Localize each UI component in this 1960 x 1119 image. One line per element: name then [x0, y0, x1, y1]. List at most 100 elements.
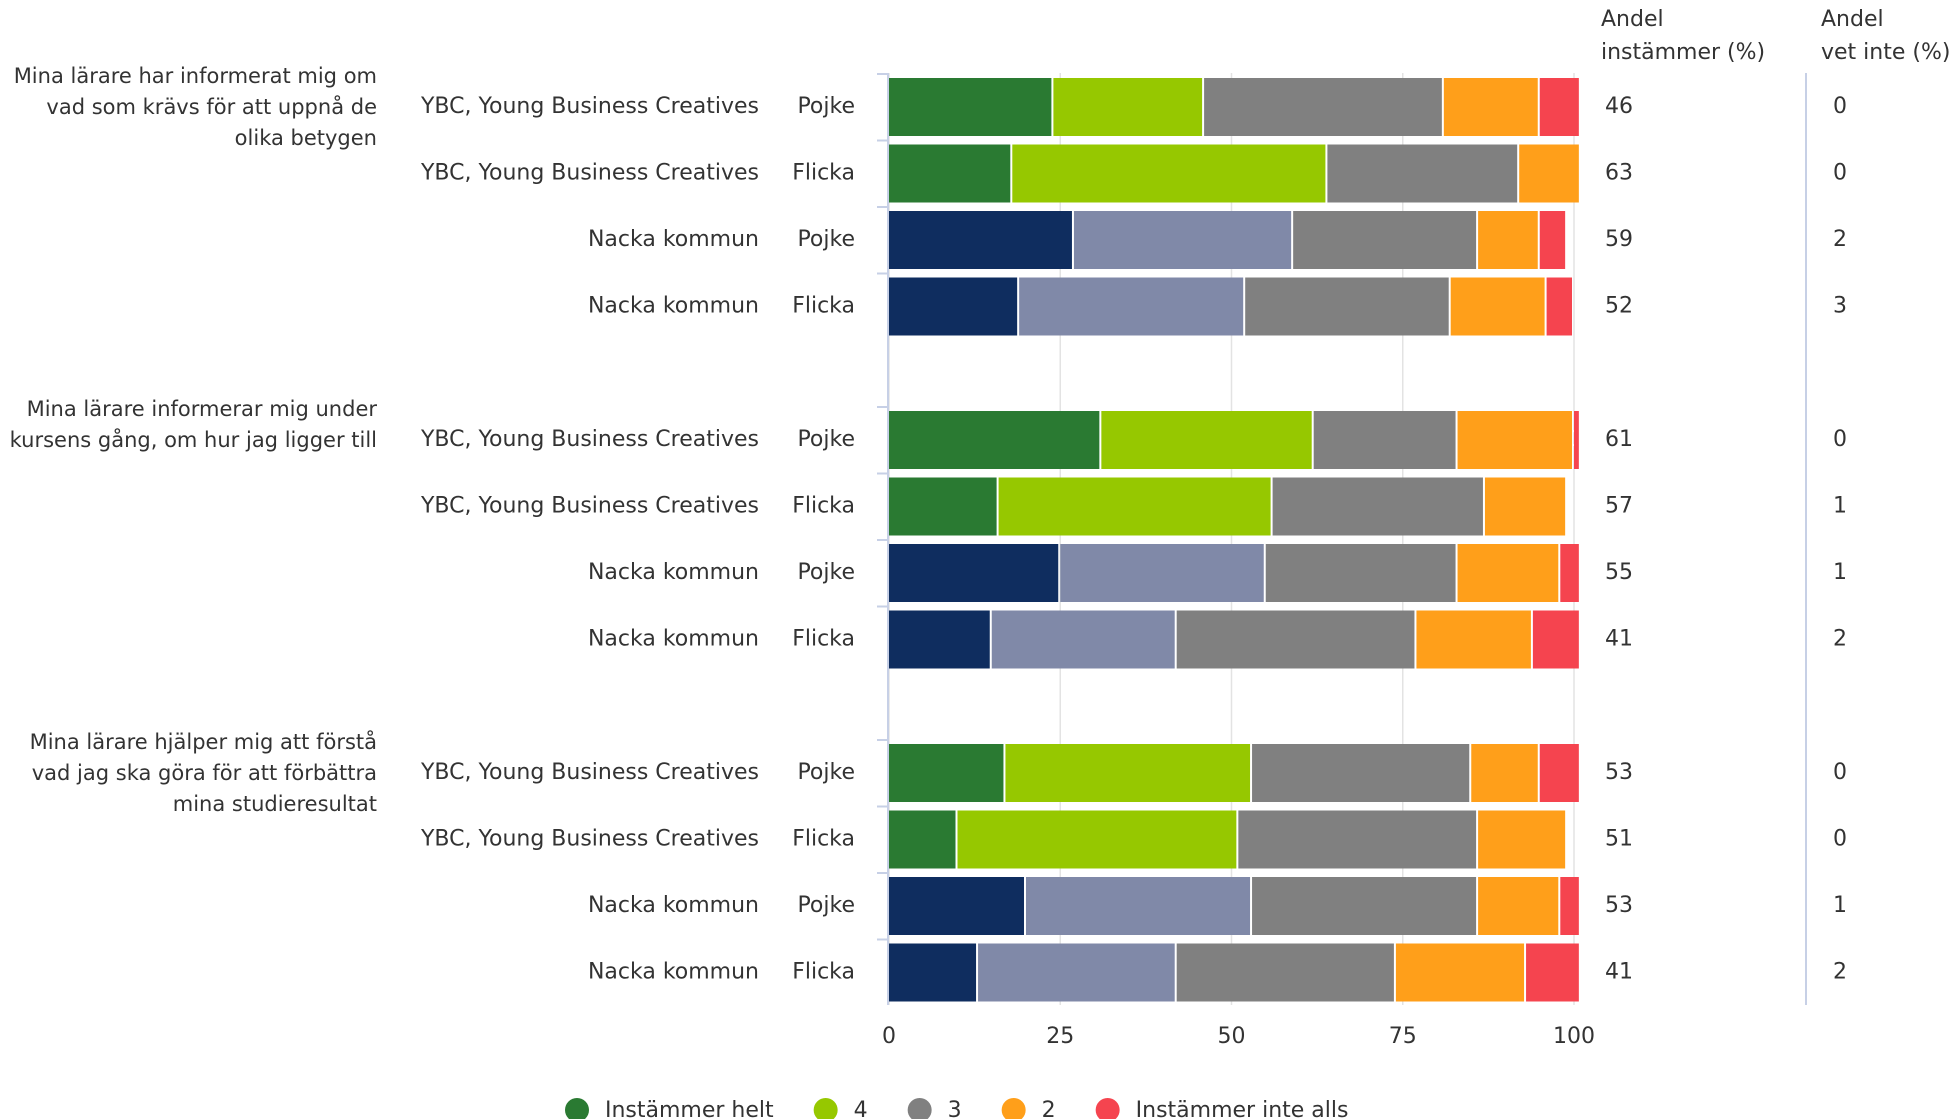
bar-segment	[1176, 943, 1394, 1002]
legend-swatch	[565, 1098, 589, 1119]
bar-segment	[889, 744, 1004, 802]
question: Mina lärare hjälper mig att förstå vad j…	[29, 730, 377, 816]
column-value: 41	[1605, 627, 1633, 652]
school-label: Nacka kommun	[588, 627, 759, 652]
bar-segment	[889, 544, 1059, 602]
gender-label: Flicka	[792, 627, 855, 652]
x-tick-label: 50	[1218, 1024, 1246, 1049]
x-tick-label: 100	[1553, 1024, 1595, 1049]
question: Mina lärare har informerat mig om vad so…	[13, 64, 377, 150]
school-label: YBC, Young Business Creatives	[420, 161, 759, 186]
column-value: 3	[1833, 294, 1847, 319]
column-value: 1	[1833, 893, 1847, 918]
gender-label: Flicka	[792, 960, 855, 985]
column-value: 0	[1833, 94, 1847, 119]
column-header: instämmer (%)	[1601, 40, 1765, 65]
question: Mina lärare informerar mig under kursens…	[9, 397, 377, 452]
bar-segment	[1539, 78, 1579, 136]
bar-segment	[1238, 810, 1477, 869]
legend-label: 3	[948, 1098, 962, 1119]
x-tick-label: 75	[1389, 1024, 1417, 1049]
column-value: 61	[1605, 427, 1633, 452]
bar-segment	[1471, 744, 1538, 802]
column-value: 57	[1605, 494, 1633, 519]
bar-segment	[1539, 744, 1579, 802]
bar-segment	[1457, 411, 1572, 469]
bar-segment	[957, 810, 1237, 869]
column-value: 2	[1833, 627, 1847, 652]
bar-segment	[1252, 877, 1477, 935]
school-label: YBC, Young Business Creatives	[420, 427, 759, 452]
school-label: Nacka kommun	[588, 893, 759, 918]
legend-label: Instämmer inte alls	[1136, 1098, 1349, 1119]
bar-segment	[1539, 211, 1566, 269]
school-label: YBC, Young Business Creatives	[420, 94, 759, 119]
bar-segment	[1546, 277, 1572, 336]
bar-segment	[889, 277, 1018, 336]
gender-label: Flicka	[792, 294, 855, 319]
column-value: 2	[1833, 960, 1847, 985]
bar-segment	[889, 943, 977, 1002]
bar-segment	[1101, 411, 1312, 469]
bar-segment	[1176, 610, 1415, 669]
bar-segment	[1012, 144, 1326, 203]
gender-label: Pojke	[797, 893, 855, 918]
bar-segment	[889, 78, 1052, 136]
column-value: 51	[1605, 827, 1633, 852]
bar-segment	[1073, 211, 1292, 269]
column-header: vet inte (%)	[1821, 40, 1950, 65]
bar-segment	[1060, 544, 1264, 602]
legend-label: 4	[854, 1098, 868, 1119]
school-label: YBC, Young Business Creatives	[420, 494, 759, 519]
x-tick-label: 25	[1046, 1024, 1074, 1049]
column-value: 52	[1605, 294, 1633, 319]
x-tick-label: 0	[882, 1024, 896, 1049]
value-label: 1	[1570, 427, 1584, 452]
legend-swatch	[907, 1098, 932, 1119]
bar-segment	[1574, 411, 1579, 469]
column-value: 46	[1605, 94, 1633, 119]
school-label: YBC, Young Business Creatives	[420, 827, 759, 852]
column-value: 59	[1605, 227, 1633, 252]
column-value: 1	[1833, 560, 1847, 585]
legend-swatch	[813, 1098, 838, 1119]
bar-segment	[1484, 477, 1566, 536]
bar-segment	[1272, 477, 1483, 536]
bar-segment	[889, 477, 997, 536]
bar-segment	[889, 144, 1011, 203]
column-value: 2	[1833, 227, 1847, 252]
bar-segment	[889, 411, 1100, 469]
bar-segment	[1416, 610, 1531, 669]
column-header: Andel	[1821, 7, 1884, 32]
column-header: Andel	[1601, 7, 1664, 32]
school-label: Nacka kommun	[588, 227, 759, 252]
gender-label: Pojke	[797, 94, 855, 119]
bar-segment	[1519, 144, 1579, 203]
school-label: Nacka kommun	[588, 560, 759, 585]
legend-swatch	[1001, 1098, 1026, 1119]
school-label: Nacka kommun	[588, 960, 759, 985]
column-value: 1	[1833, 494, 1847, 519]
legend-label: 2	[1042, 1098, 1056, 1119]
bar-segment	[1443, 78, 1538, 136]
bar-segment	[1478, 810, 1566, 869]
legend-swatch	[1095, 1098, 1120, 1119]
bar-segment	[1026, 877, 1251, 935]
bar-segment	[1478, 877, 1559, 935]
bar-segment	[1395, 943, 1525, 1002]
bar-segment	[1560, 877, 1579, 935]
gender-label: Flicka	[792, 161, 855, 186]
column-value: 0	[1833, 427, 1847, 452]
bar-segment	[1019, 277, 1244, 336]
bar-segment	[1327, 144, 1518, 203]
gender-label: Pojke	[797, 427, 855, 452]
bar-segment	[1204, 78, 1442, 136]
column-value: 63	[1605, 161, 1633, 186]
bar-segment	[1526, 943, 1579, 1002]
bar-segment	[889, 877, 1024, 935]
bar-segment	[1560, 544, 1579, 602]
bar-segment	[1313, 411, 1456, 469]
bar-segment	[1252, 744, 1470, 802]
